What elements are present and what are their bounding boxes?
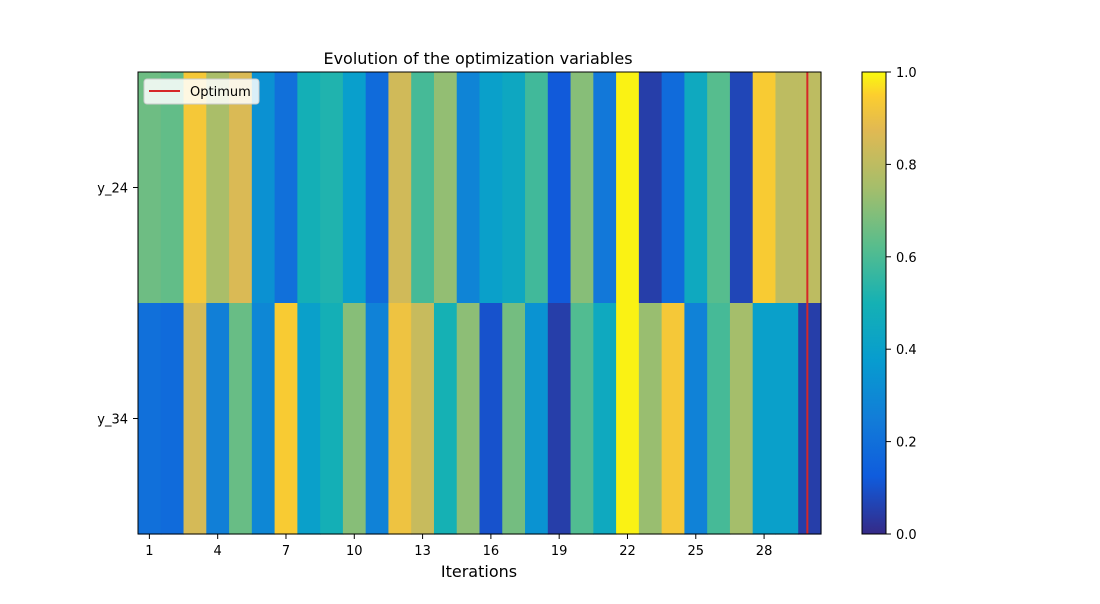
heatmap-cell: [638, 303, 663, 535]
heatmap-cell: [274, 72, 298, 304]
heatmap-cell: [138, 72, 162, 304]
heatmap-cell: [365, 72, 390, 304]
heatmap-cell: [684, 303, 708, 535]
heatmap-cell: [160, 72, 185, 304]
heatmap-cell: [433, 72, 458, 304]
x-tick-label: 16: [483, 544, 500, 559]
heatmap-cell: [775, 72, 799, 304]
colorbar-tick-label: 0.6: [896, 251, 917, 266]
x-tick-label: 19: [551, 544, 568, 559]
heatmap-cell: [707, 72, 731, 304]
heatmap-cell: [775, 303, 799, 535]
x-tick-label: 22: [619, 544, 636, 559]
colorbar: [861, 71, 887, 535]
heatmap-cell: [525, 72, 549, 304]
heatmap-cell: [547, 72, 572, 304]
heatmap-cell: [320, 72, 344, 304]
heatmap-cell: [183, 72, 207, 304]
x-tick-label: 13: [414, 544, 431, 559]
legend: Optimum: [143, 78, 260, 105]
heatmap-cells: [138, 72, 822, 535]
x-tick-label: 1: [145, 544, 153, 559]
colorbar-tick-label: 1.0: [896, 66, 917, 81]
heatmap-cell: [433, 303, 458, 535]
heatmap-cell: [684, 72, 708, 304]
heatmap-cell: [388, 303, 412, 535]
heatmap-cell: [798, 303, 822, 535]
chart-title: Evolution of the optimization variables: [323, 49, 632, 68]
colorbar-ticks: 0.0 0.2 0.4 0.6 0.8 1.0: [886, 66, 917, 543]
heatmap-cell: [638, 72, 663, 304]
heatmap-cell: [183, 303, 207, 535]
heatmap-cell: [229, 72, 253, 304]
legend-label: Optimum: [190, 85, 251, 100]
heatmap-cell: [229, 303, 253, 535]
x-tick-label: 7: [282, 544, 290, 559]
heatmap-cell: [729, 303, 754, 535]
heatmap-cell: [138, 303, 162, 535]
x-tick-label: 25: [688, 544, 705, 559]
colorbar-tick-label: 0.4: [896, 343, 917, 358]
colorbar-tick-label: 0.8: [896, 158, 917, 173]
heatmap-cell: [593, 303, 617, 535]
heatmap-cell: [297, 303, 321, 535]
heatmap-cell: [616, 303, 640, 535]
heatmap-cell: [570, 303, 594, 535]
heatmap-cell: [479, 72, 503, 304]
heatmap-cell: [616, 72, 640, 304]
heatmap-cell: [661, 72, 685, 304]
heatmap-cell: [251, 303, 276, 535]
y-axis-ticks: y_24 y_34: [97, 182, 138, 428]
heatmap-cell: [798, 72, 822, 304]
heatmap-cell: [320, 303, 344, 535]
heatmap-cell: [525, 303, 549, 535]
heatmap-cell: [570, 72, 594, 304]
heatmap-cell: [707, 303, 731, 535]
heatmap-cell: [206, 72, 230, 304]
x-axis-label: Iterations: [441, 562, 517, 581]
heatmap-cell: [411, 303, 435, 535]
heatmap-cell: [547, 303, 572, 535]
x-tick-label: 4: [214, 544, 222, 559]
heatmap-cell: [297, 72, 321, 304]
heatmap-cell: [251, 72, 276, 304]
heatmap-cell: [388, 72, 412, 304]
colorbar-tick-label: 0.2: [896, 436, 917, 451]
heatmap-cell: [502, 72, 526, 304]
x-tick-label: 28: [756, 544, 773, 559]
heatmap-cell: [456, 72, 481, 304]
heatmap-cell: [593, 72, 617, 304]
heatmap-cell: [456, 303, 481, 535]
plot-frame: [137, 71, 822, 535]
heatmap-cell: [479, 303, 503, 535]
heatmap-cell: [752, 72, 777, 304]
heatmap-cell: [342, 72, 367, 304]
heatmap-cell: [502, 303, 526, 535]
y-tick-label: y_34: [97, 413, 128, 428]
heatmap-cell: [365, 303, 390, 535]
heatmap-cell: [411, 72, 435, 304]
y-tick-label: y_24: [97, 182, 128, 197]
heatmap-cell: [342, 303, 367, 535]
x-axis-ticks: 1 4 7 10 13 16 19 22 25 28: [145, 534, 772, 559]
heatmap-cell: [160, 303, 185, 535]
heatmap-cell: [661, 303, 685, 535]
heatmap-cell: [752, 303, 777, 535]
x-tick-label: 10: [346, 544, 363, 559]
heatmap-cell: [274, 303, 298, 535]
colorbar-tick-label: 0.0: [896, 528, 917, 543]
heatmap-cell: [206, 303, 230, 535]
legend-box: [143, 78, 260, 105]
heatmap-cell: [729, 72, 754, 304]
